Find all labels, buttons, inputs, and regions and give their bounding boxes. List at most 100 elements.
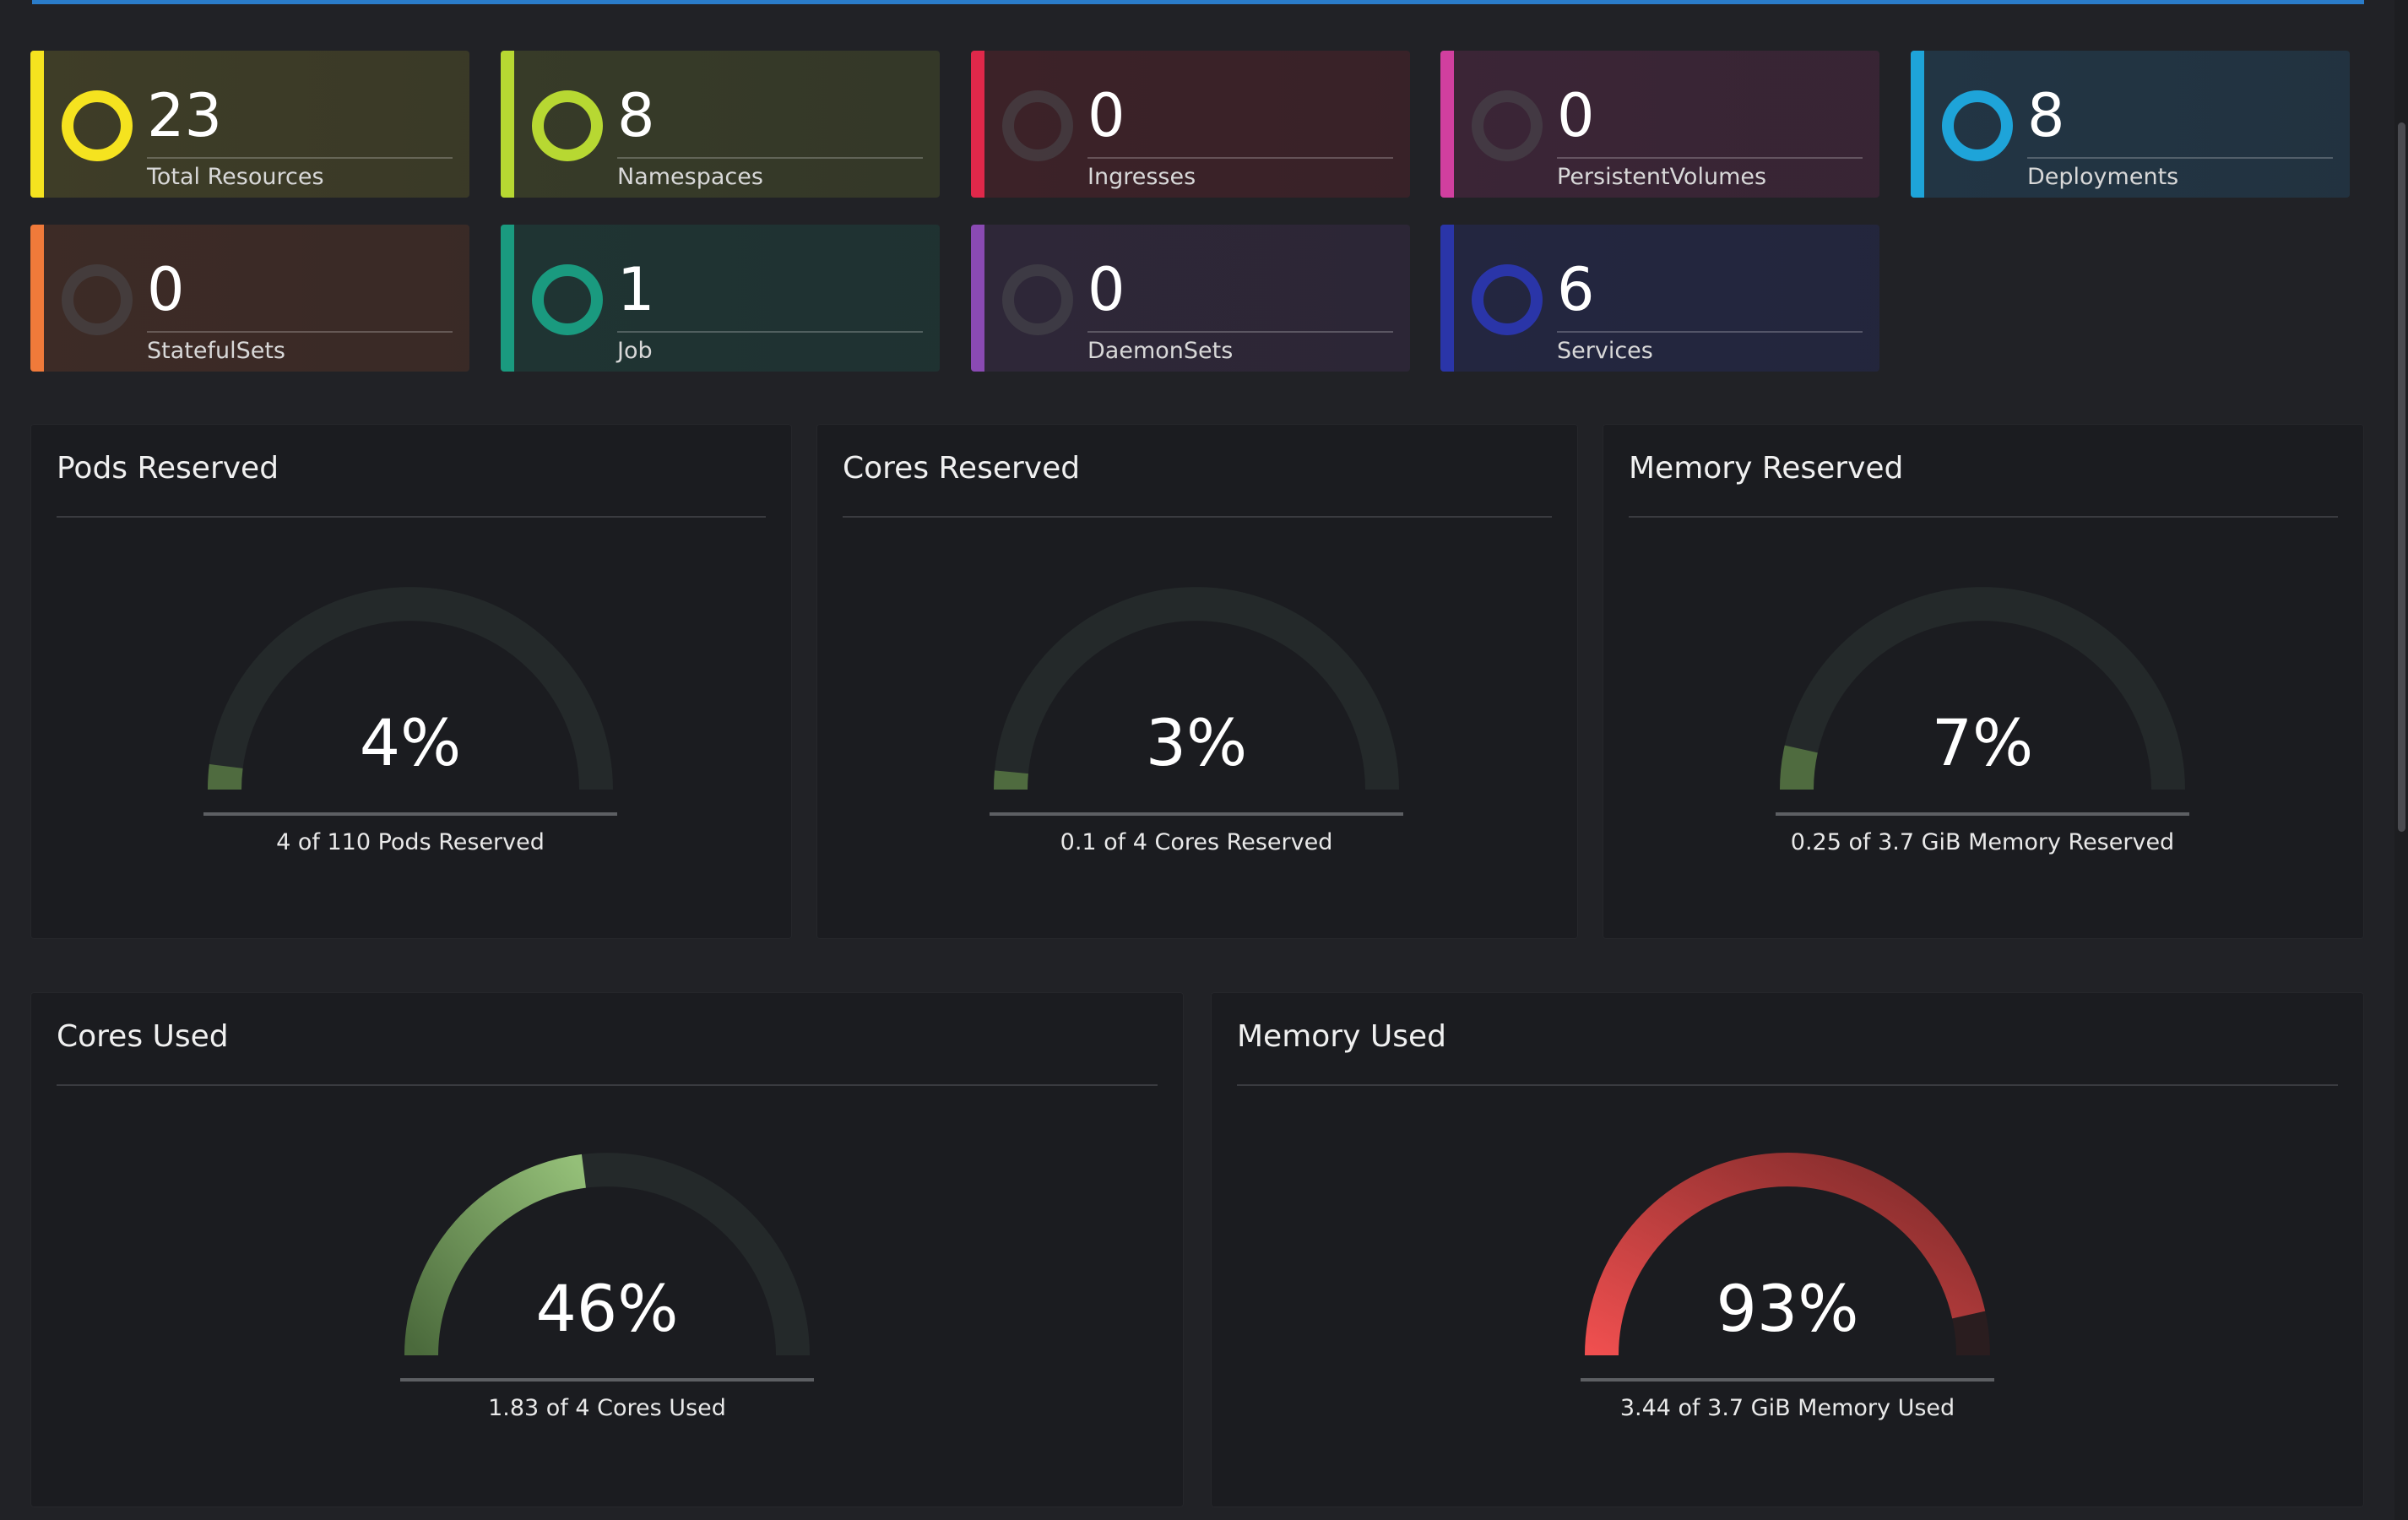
- resource-count: 0: [147, 255, 185, 324]
- gauge-caption: 3.44 of 3.7 GiB Memory Used: [1619, 1395, 1955, 1421]
- panel-pods-reserved: Pods Reserved 4% 4 of 110 Pods Reserved: [30, 424, 792, 939]
- gauge-memory-used: 93% 3.44 of 3.7 GiB Memory Used: [1576, 1148, 1999, 1421]
- card-divider: [1557, 331, 1863, 333]
- gauge-percent: 4%: [359, 705, 462, 780]
- gauge-arc: [1585, 1153, 1990, 1356]
- panel-title: Memory Reserved: [1629, 451, 1904, 486]
- card-stripe: [1440, 51, 1454, 198]
- gauge-caption: 1.83 of 4 Cores Used: [488, 1395, 726, 1421]
- ring-icon: [532, 90, 603, 161]
- panel-memory-used: Memory Used 93% 3.44 of 3.7 GiB Memory Us…: [1211, 992, 2364, 1507]
- card-divider: [1087, 157, 1393, 159]
- gauge-fill: [1585, 1153, 1986, 1356]
- card-stripe: [30, 51, 44, 198]
- card-divider: [1087, 331, 1393, 333]
- resource-count: 0: [1087, 81, 1125, 150]
- resource-label: Services: [1557, 338, 1653, 364]
- gauge-fill: [1780, 745, 1818, 790]
- gauge-arc: [1780, 587, 2185, 790]
- gauge-caption: 0.1 of 4 Cores Reserved: [1060, 829, 1333, 855]
- ring-icon: [62, 264, 133, 335]
- gauge-track: [208, 587, 613, 790]
- resource-count: 23: [147, 81, 223, 150]
- gauge-percent: 7%: [1931, 705, 2034, 780]
- card-divider: [147, 157, 453, 159]
- top-accent-bar: [32, 0, 2364, 4]
- gauge-fill: [208, 763, 243, 790]
- card-stripe: [971, 225, 984, 372]
- card-stripe: [501, 51, 514, 198]
- resource-count: 1: [617, 255, 655, 324]
- gauge-caption: 4 of 110 Pods Reserved: [276, 829, 545, 855]
- resource-label: Total Resources: [147, 164, 324, 190]
- ring-icon: [1472, 264, 1543, 335]
- ring-icon: [1472, 90, 1543, 161]
- card-divider: [617, 331, 923, 333]
- card-stripe: [30, 225, 44, 372]
- card-stripe: [971, 51, 984, 198]
- panel-cores-used: Cores Used 46% 1.83 of 4 Cores Used: [30, 992, 1184, 1507]
- resource-card-ingresses[interactable]: 0 Ingresses: [971, 51, 1410, 198]
- resource-count: 0: [1557, 81, 1595, 150]
- resource-count: 6: [1557, 255, 1595, 324]
- resource-card-namespaces[interactable]: 8 Namespaces: [501, 51, 940, 198]
- panel-title: Cores Used: [57, 1019, 229, 1054]
- ring-icon: [62, 90, 133, 161]
- ring-icon: [532, 264, 603, 335]
- panel-divider: [843, 516, 1552, 518]
- panel-title: Memory Used: [1237, 1019, 1446, 1054]
- gauge-baseline: [203, 812, 617, 816]
- gauge-caption: 0.25 of 3.7 GiB Memory Reserved: [1790, 829, 2175, 855]
- gauge-cores-reserved: 3% 0.1 of 4 Cores Reserved: [985, 583, 1407, 855]
- resource-card-statefulsets[interactable]: 0 StatefulSets: [30, 225, 469, 372]
- card-divider: [147, 331, 453, 333]
- resource-label: StatefulSets: [147, 338, 285, 364]
- gauge-arc: [208, 587, 613, 790]
- gauge-track: [1780, 587, 2185, 790]
- resource-label: Ingresses: [1087, 164, 1196, 190]
- resource-count: 8: [617, 81, 655, 150]
- gauge-fill: [404, 1154, 587, 1356]
- gauge-memory-reserved: 7% 0.25 of 3.7 GiB Memory Reserved: [1771, 583, 2194, 855]
- panel-divider: [1237, 1084, 2338, 1086]
- resource-card-persistentvolumes[interactable]: 0 PersistentVolumes: [1440, 51, 1879, 198]
- card-stripe: [501, 225, 514, 372]
- resource-card-services[interactable]: 6 Services: [1440, 225, 1879, 372]
- resource-label: Namespaces: [617, 164, 763, 190]
- resource-label: Deployments: [2027, 164, 2179, 190]
- resource-card-daemonsets[interactable]: 0 DaemonSets: [971, 225, 1410, 372]
- gauge-arc: [404, 1153, 810, 1356]
- resource-label: Job: [617, 338, 653, 364]
- gauge-baseline: [1776, 812, 2189, 816]
- panel-divider: [1629, 516, 2338, 518]
- gauge-percent: 46%: [535, 1271, 679, 1346]
- panel-title: Cores Reserved: [843, 451, 1081, 486]
- panel-divider: [57, 1084, 1158, 1086]
- card-stripe: [1911, 51, 1924, 198]
- panel-cores-reserved: Cores Reserved 3% 0.1 of 4 Cores Reserved: [816, 424, 1578, 939]
- panel-title: Pods Reserved: [57, 451, 279, 486]
- gauge-baseline: [990, 812, 1403, 816]
- card-divider: [617, 157, 923, 159]
- card-stripe: [1440, 225, 1454, 372]
- gauge-cores-used: 46% 1.83 of 4 Cores Used: [396, 1148, 818, 1421]
- scrollbar-thumb[interactable]: [2398, 122, 2405, 832]
- resource-card-deployments[interactable]: 8 Deployments: [1911, 51, 2350, 198]
- gauge-track: [994, 587, 1399, 790]
- gauge-percent: 3%: [1145, 705, 1248, 780]
- resource-card-job[interactable]: 1 Job: [501, 225, 940, 372]
- gauge-pods-reserved: 4% 4 of 110 Pods Reserved: [199, 583, 621, 855]
- scrollbar-track[interactable]: [2394, 0, 2408, 1520]
- ring-icon: [1942, 90, 2013, 161]
- resource-card-total-resources[interactable]: 23 Total Resources: [30, 51, 469, 198]
- resource-count: 8: [2027, 81, 2065, 150]
- resource-label: PersistentVolumes: [1557, 164, 1767, 190]
- ring-icon: [1002, 90, 1073, 161]
- card-divider: [1557, 157, 1863, 159]
- gauge-baseline: [400, 1378, 814, 1382]
- resource-count: 0: [1087, 255, 1125, 324]
- gauge-baseline: [1581, 1378, 1994, 1382]
- resource-label: DaemonSets: [1087, 338, 1234, 364]
- gauge-arc: [994, 587, 1399, 790]
- panel-divider: [57, 516, 766, 518]
